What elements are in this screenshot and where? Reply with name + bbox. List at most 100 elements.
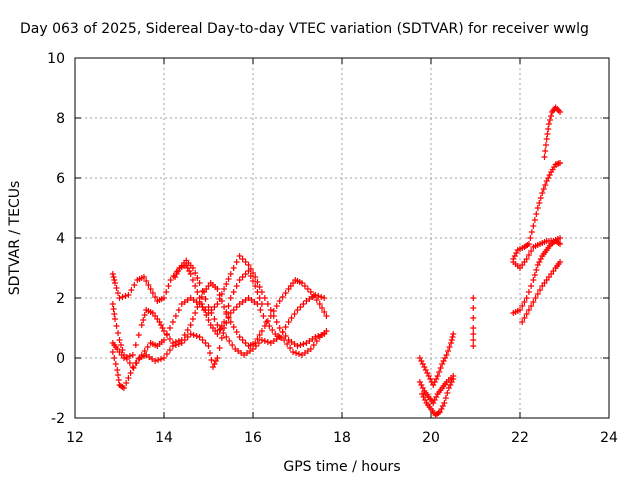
data-point <box>161 328 167 334</box>
x-tick-label: 24 <box>600 430 618 446</box>
data-point <box>313 297 320 303</box>
data-point <box>285 319 292 325</box>
data-point <box>416 379 423 385</box>
data-point <box>115 330 122 336</box>
data-point <box>540 186 547 192</box>
data-point <box>470 295 477 301</box>
data-point <box>264 301 271 307</box>
data-point <box>300 341 307 347</box>
data-point <box>525 307 532 313</box>
data-point <box>128 287 135 293</box>
data-point <box>424 370 431 376</box>
data-point <box>115 290 122 296</box>
data-point <box>205 317 212 323</box>
data-point <box>546 172 553 178</box>
data-point <box>221 319 228 325</box>
data-point <box>279 294 286 300</box>
data-point <box>310 293 317 299</box>
data-point <box>227 319 234 325</box>
data-point <box>199 337 206 343</box>
series-trace-8 <box>419 376 457 418</box>
series-trace-6 <box>416 331 457 388</box>
data-point <box>513 250 520 256</box>
data-point <box>236 253 243 259</box>
data-point <box>161 355 167 361</box>
data-point <box>194 275 201 281</box>
data-point <box>256 295 263 301</box>
y-tick-label: 4 <box>56 231 65 247</box>
data-point <box>111 277 118 283</box>
data-point <box>186 268 193 274</box>
data-point <box>242 271 249 277</box>
data-point <box>131 282 138 288</box>
data-point <box>313 338 320 344</box>
data-point <box>304 286 311 292</box>
data-point <box>548 113 555 119</box>
data-point <box>155 357 162 363</box>
data-point <box>266 323 273 329</box>
data-point <box>149 290 156 296</box>
data-point <box>109 301 116 307</box>
data-point <box>120 385 127 391</box>
data-point <box>119 294 126 300</box>
data-point <box>539 190 546 196</box>
data-point <box>545 126 552 132</box>
x-tick-label: 14 <box>155 430 173 446</box>
data-point <box>140 274 147 280</box>
data-point <box>230 307 237 313</box>
data-point <box>113 285 120 291</box>
data-point <box>519 319 526 325</box>
data-point <box>138 322 145 328</box>
data-point <box>216 327 223 333</box>
axis-ticks <box>74 57 610 419</box>
data-point <box>201 307 208 313</box>
data-point <box>531 217 538 223</box>
data-point <box>531 272 538 278</box>
x-tick-label: 12 <box>66 430 84 446</box>
data-point <box>166 325 173 331</box>
data-point <box>172 342 179 348</box>
data-point <box>152 358 159 364</box>
data-point <box>175 268 182 274</box>
data-point <box>300 301 307 307</box>
data-point <box>127 370 134 376</box>
data-point <box>161 295 167 301</box>
data-point <box>225 315 232 321</box>
data-point <box>528 248 535 254</box>
data-point <box>129 364 136 370</box>
data-point <box>209 364 216 370</box>
data-point <box>116 295 123 301</box>
series-trace-12 <box>510 238 564 316</box>
data-point <box>534 262 541 268</box>
data-point <box>421 364 428 370</box>
data-point <box>227 310 234 316</box>
data-point <box>418 358 425 364</box>
data-point <box>214 355 221 361</box>
data-point <box>245 262 252 268</box>
data-point <box>470 315 477 321</box>
data-point <box>123 380 130 386</box>
data-point <box>187 331 194 337</box>
data-point <box>223 311 230 317</box>
data-point <box>169 319 176 325</box>
data-point <box>448 337 455 343</box>
series-trace-9 <box>470 295 477 349</box>
data-point <box>236 334 243 340</box>
data-point <box>437 365 444 371</box>
data-point <box>192 310 199 316</box>
data-point <box>178 340 185 346</box>
data-point <box>111 311 118 317</box>
data-point <box>544 131 551 137</box>
data-point <box>189 316 196 322</box>
data-point <box>130 365 137 371</box>
data-point <box>436 369 443 375</box>
data-point <box>282 324 289 330</box>
data-point <box>276 325 283 331</box>
data-point <box>256 284 263 290</box>
series-trace-14 <box>541 104 564 160</box>
data-point <box>161 337 167 343</box>
data-point <box>534 291 541 297</box>
data-point <box>181 337 188 343</box>
series-trace-1 <box>109 257 328 358</box>
data-point <box>192 283 199 289</box>
